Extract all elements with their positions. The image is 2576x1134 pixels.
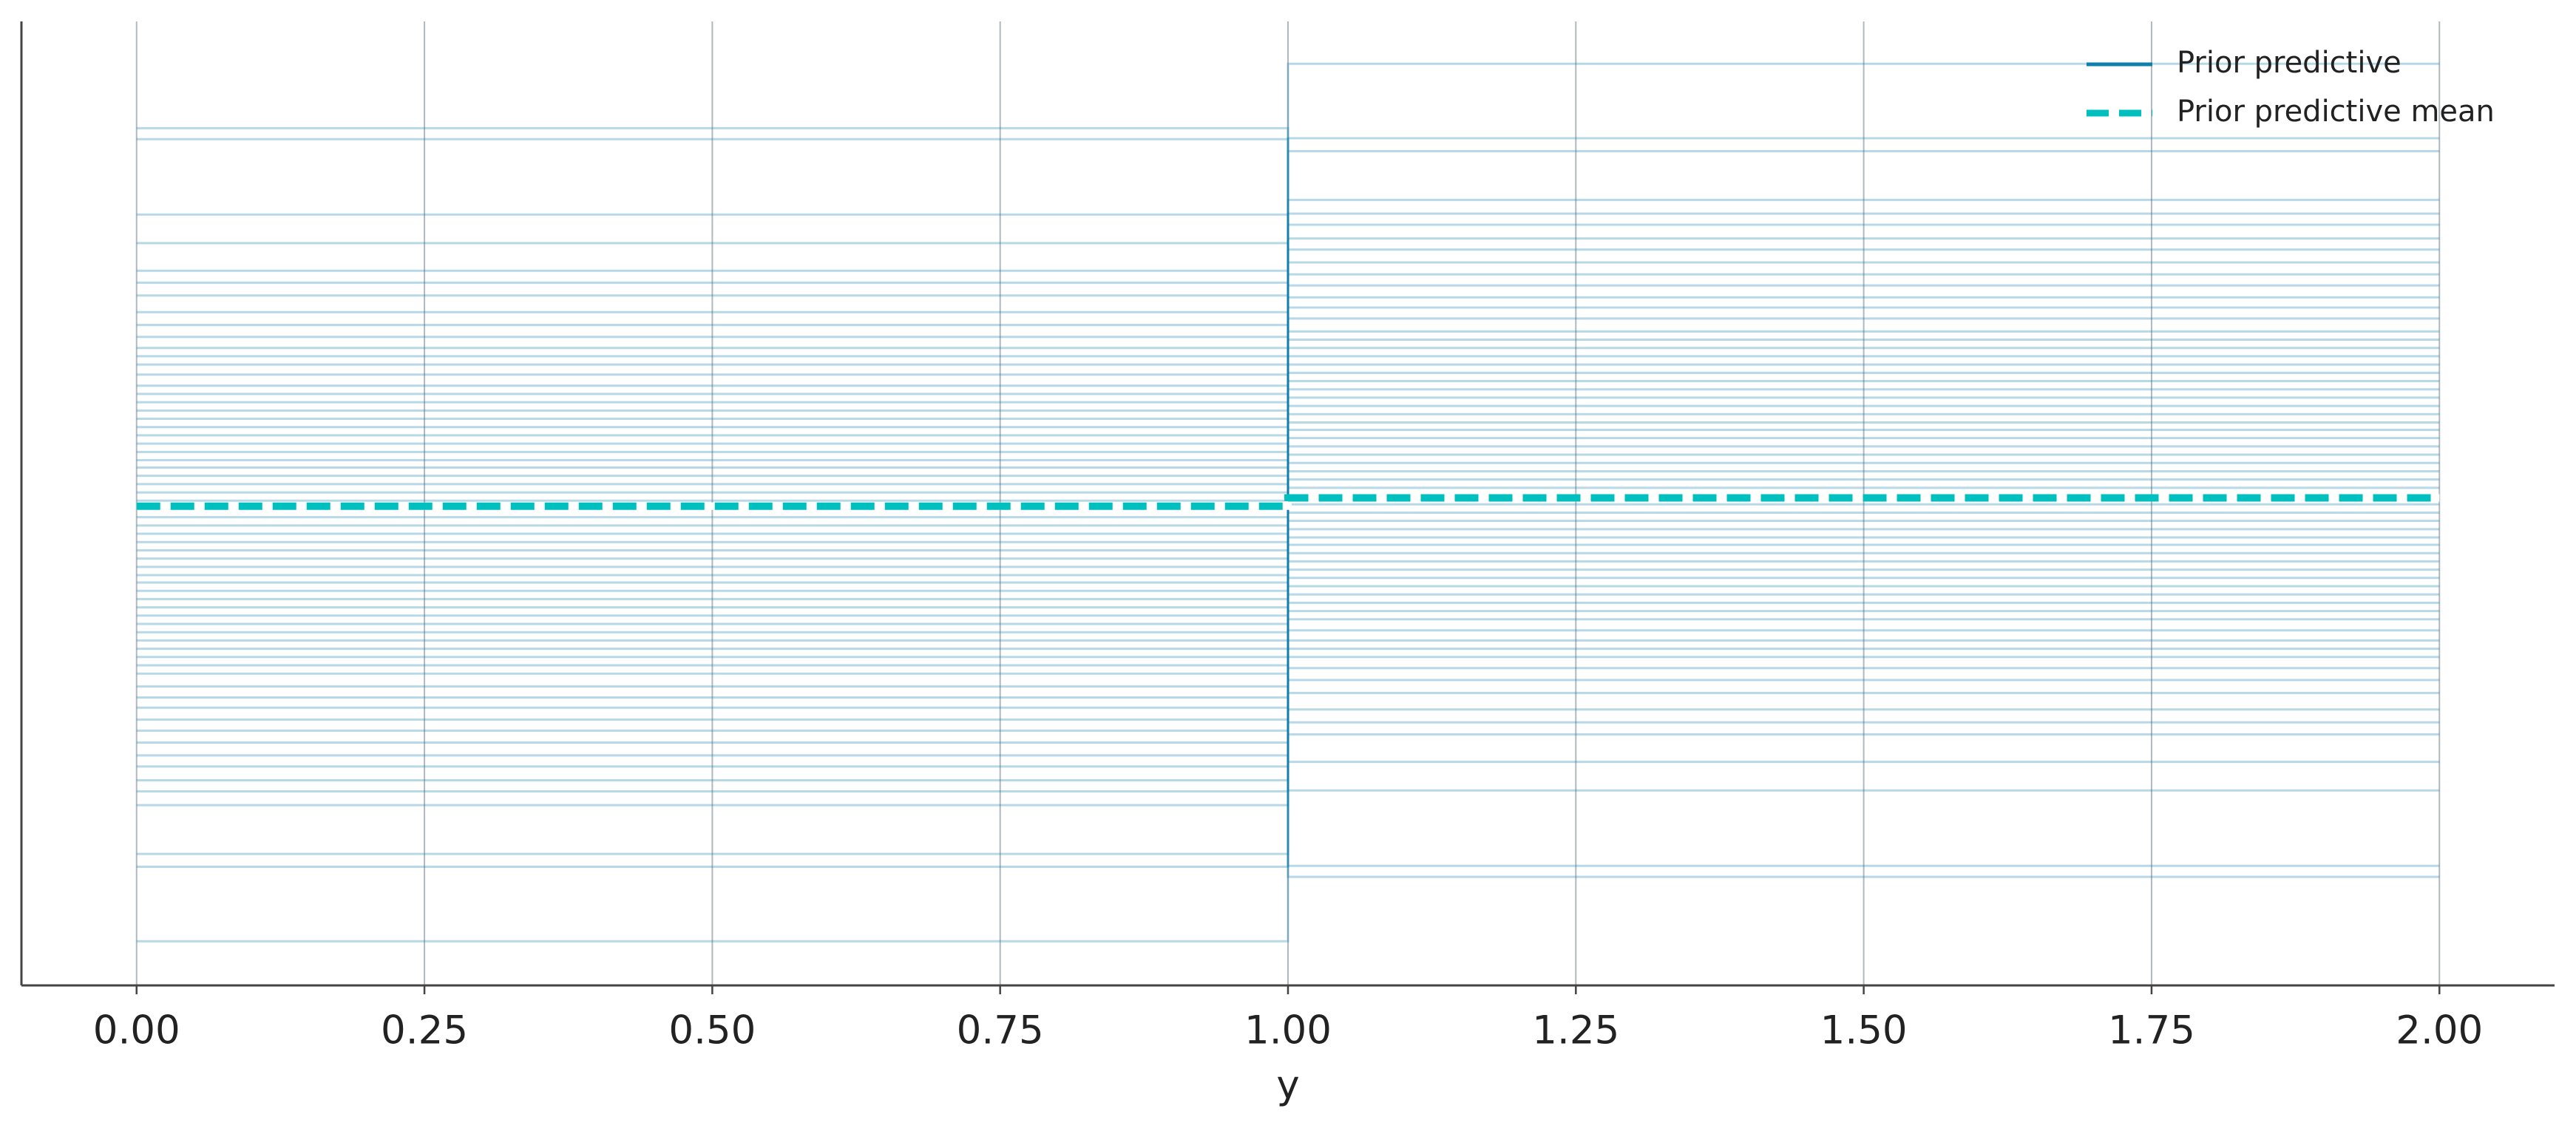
x-tick-label: 0.50	[668, 1008, 756, 1053]
legend-label: Prior predictive mean	[2177, 95, 2495, 129]
legend-label: Prior predictive	[2177, 46, 2402, 80]
x-tick-label: 2.00	[2396, 1008, 2483, 1053]
x-tick-label: 0.25	[381, 1008, 468, 1053]
x-tick-label: 1.25	[1532, 1008, 1619, 1053]
mean-line	[136, 494, 2440, 510]
x-tick-label: 0.75	[957, 1008, 1044, 1053]
x-tick-label: 1.50	[1820, 1008, 1908, 1053]
x-axis-label: y	[1276, 1063, 1299, 1108]
x-tick-label: 0.00	[93, 1008, 180, 1053]
x-tick-label: 1.75	[2108, 1008, 2195, 1053]
x-tick-label: 1.00	[1244, 1008, 1332, 1053]
